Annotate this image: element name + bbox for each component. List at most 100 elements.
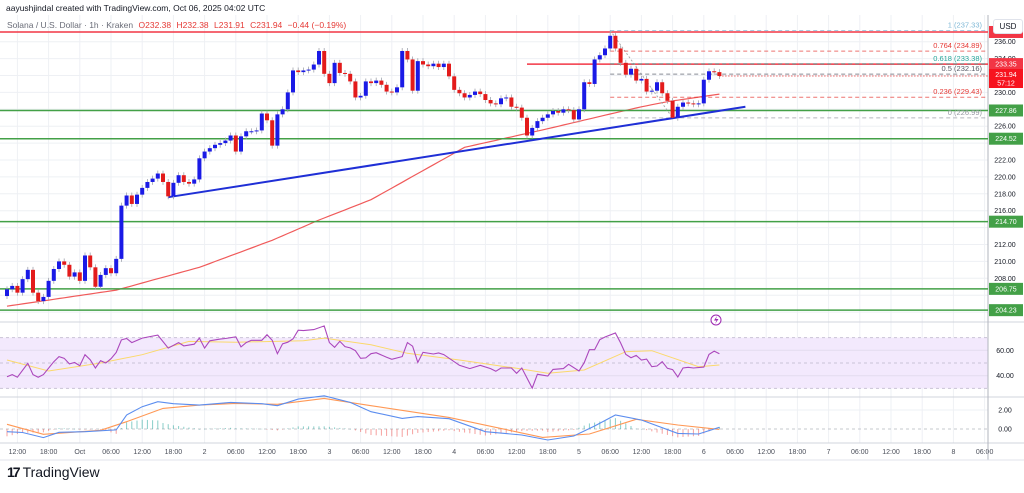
candle [566, 109, 571, 111]
candle [233, 135, 238, 152]
time-axis-label: 18:00 [789, 449, 807, 456]
currency-button[interactable]: USD [993, 19, 1023, 34]
symbol-name[interactable]: Solana / U.S. Dollar · 1h · Kraken [7, 20, 134, 30]
macd-histogram-bar [536, 429, 538, 431]
candle [161, 173, 165, 182]
macd-histogram-bar [84, 429, 86, 430]
time-axis-label: 18:00 [40, 449, 58, 456]
macd-signal-line [6, 397, 720, 438]
time-axis-label: 12:00 [383, 449, 401, 456]
macd-axis-label: 0.00 [998, 427, 1012, 434]
time-axis-label: 12:00 [508, 449, 526, 456]
candle [265, 113, 269, 121]
ohlc-open: O232.38 [138, 20, 172, 30]
macd-histogram-bar [219, 428, 221, 429]
macd-histogram-bar [198, 429, 200, 430]
candle [181, 175, 186, 182]
candle [670, 100, 675, 118]
macd-histogram-bar [474, 429, 476, 435]
macd-histogram-bar [583, 425, 585, 429]
time-axis-label: 06:00 [976, 449, 994, 456]
candle [337, 62, 342, 73]
macd-histogram-bar [672, 429, 674, 437]
macd-histogram-bar [37, 429, 39, 433]
macd-histogram-bar [74, 428, 76, 430]
lightning-icon[interactable] [710, 314, 722, 326]
candle [31, 269, 35, 293]
candle [587, 82, 592, 84]
candle [311, 64, 316, 70]
candle [493, 103, 498, 105]
macd-histogram-bar [614, 418, 616, 429]
macd-histogram-bar [209, 428, 211, 430]
macd-histogram-bar [214, 428, 216, 429]
time-axis-label: 06:00 [601, 449, 619, 456]
candle [696, 103, 701, 105]
candle [5, 289, 9, 297]
candle [72, 272, 77, 277]
support-price-tag [989, 282, 1023, 295]
candle [639, 78, 644, 81]
candle [597, 55, 602, 60]
candle [499, 98, 503, 105]
macd-histogram-bar [292, 427, 294, 429]
macd-histogram-bar [250, 428, 252, 430]
ohlc-change: −0.44 (−0.19%) [287, 20, 347, 30]
candle [504, 97, 509, 99]
support-price-tag-label: 204.23 [995, 308, 1017, 315]
macd-histogram-bar [188, 427, 190, 429]
candle [514, 106, 519, 108]
macd-histogram-bar [464, 429, 466, 433]
candle [41, 296, 46, 302]
candle [291, 70, 295, 93]
candle [343, 72, 347, 74]
macd-histogram-bar [604, 420, 606, 429]
candle [348, 73, 353, 82]
candle [613, 35, 618, 49]
macd-histogram-bar [562, 429, 564, 431]
macd-histogram-bar [505, 429, 507, 433]
macd-histogram-bar [682, 429, 684, 437]
candle [665, 93, 670, 101]
macd-histogram-bar [141, 419, 143, 429]
fib-level-label: 1 (237.33) [948, 20, 983, 29]
candle [176, 175, 181, 183]
candle [374, 80, 379, 84]
candle [249, 131, 254, 133]
candle [51, 269, 56, 281]
time-axis-label: 8 [951, 449, 955, 456]
candle [353, 81, 358, 98]
price-axis-label: 222.00 [994, 158, 1016, 165]
candle [327, 73, 332, 84]
macd-histogram-bar [68, 428, 70, 430]
macd-histogram-bar [443, 429, 445, 431]
ohlc-high: H232.38 [176, 20, 209, 30]
price-axis-label: 218.00 [994, 191, 1016, 198]
time-axis-label: 12:00 [882, 449, 900, 456]
support-price-tag-label: 224.52 [995, 136, 1017, 143]
candle [421, 61, 425, 65]
last-price-label: 231.94 [995, 72, 1017, 79]
candle [452, 76, 457, 90]
macd-histogram-bar [313, 426, 315, 429]
candle [509, 97, 514, 107]
candle [525, 117, 529, 136]
candle [36, 292, 41, 302]
trendline[interactable] [168, 105, 746, 199]
candle [285, 92, 290, 110]
price-axis-label: 220.00 [994, 174, 1016, 181]
macd-histogram-bar [230, 427, 232, 429]
macd-histogram-bar [458, 429, 460, 432]
candle [88, 255, 93, 268]
macd-histogram-bar [640, 428, 642, 430]
macd-histogram-bar [323, 426, 325, 429]
candle [603, 48, 607, 56]
tradingview-logo[interactable]: 17 TradingView [7, 464, 100, 480]
candle [46, 280, 51, 297]
support-price-tag-label: 206.75 [995, 286, 1017, 293]
macd-histogram-bar [557, 429, 559, 432]
macd-histogram-bar [32, 429, 34, 433]
macd-histogram-bar [136, 420, 138, 429]
candle [171, 182, 176, 197]
